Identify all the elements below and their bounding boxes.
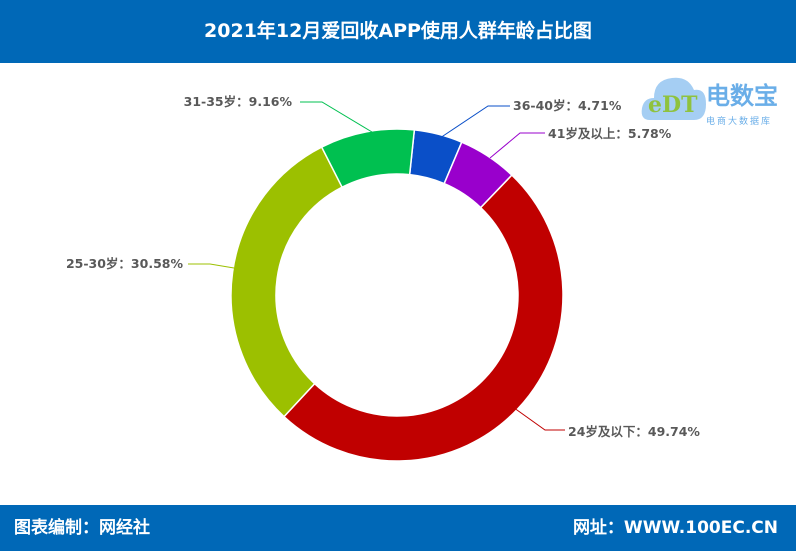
- data-label: 25-30岁：30.58%: [66, 256, 184, 271]
- logo-mark: eDT: [648, 92, 698, 118]
- footer: 图表编制：网经社 网址：WWW.100EC.CN: [0, 505, 796, 551]
- leader-line: [300, 101, 373, 133]
- footer-website: 网址：WWW.100EC.CN: [572, 518, 778, 538]
- data-label: 36-40岁：4.71%: [513, 98, 622, 113]
- data-label: 41岁及以上：5.78%: [548, 126, 672, 141]
- chart-title: 2021年12月爱回收APP使用人群年龄占比图: [0, 0, 796, 63]
- leader-line: [188, 263, 235, 269]
- leader-line: [509, 404, 565, 431]
- leader-line: [439, 105, 510, 139]
- data-label: 24岁及以下：49.74%: [568, 424, 700, 439]
- donut-slice: [230, 146, 344, 418]
- logo-brand: 电数宝: [706, 82, 778, 110]
- logo-sub: 电商大数据库: [706, 117, 773, 127]
- donut-slice: [282, 174, 564, 462]
- data-label: 31-35岁：9.16%: [184, 94, 293, 109]
- cloud-icon: [641, 77, 706, 120]
- footer-credit: 图表编制：网经社: [14, 518, 150, 538]
- logo: eDT 电数宝 电商大数据库: [640, 70, 790, 132]
- donut-slice: [320, 128, 416, 189]
- leader-line: [489, 132, 545, 159]
